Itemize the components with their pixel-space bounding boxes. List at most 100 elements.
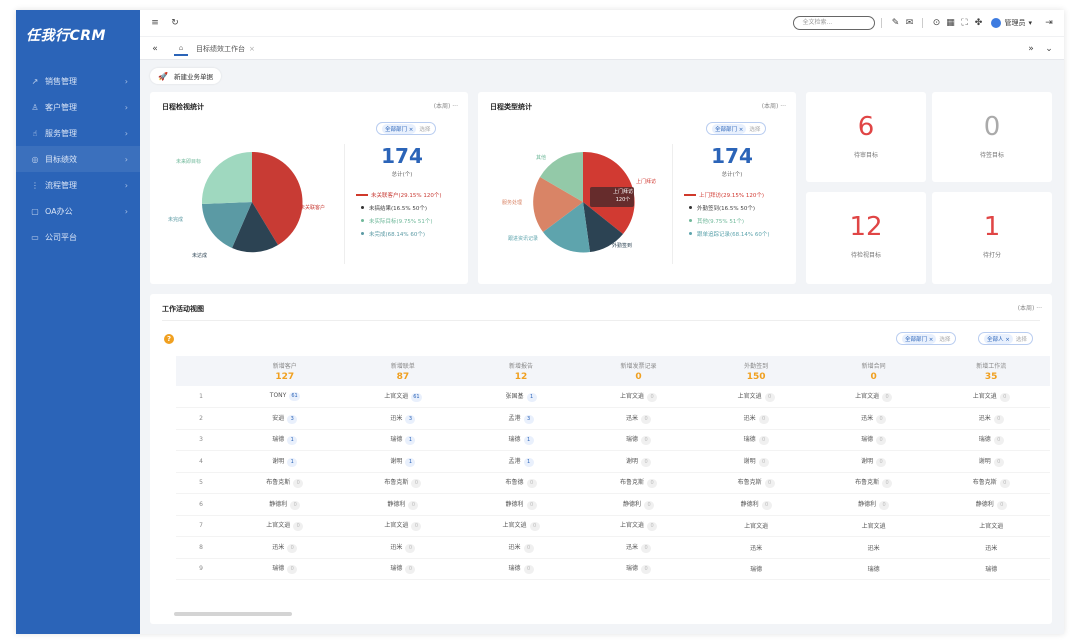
table-cell[interactable]: 上官文逍 0 bbox=[343, 515, 463, 537]
sidebar-item-oa[interactable]: ▢ OA办公 › bbox=[16, 198, 140, 224]
table-row[interactable]: 9 瑞德 0 瑞德 0 瑞德 0 瑞德 0 瑞德 瑞德 瑞德 bbox=[176, 558, 1050, 580]
legend-item[interactable]: 外勤签到(16.5% 50个) bbox=[684, 201, 770, 214]
stat-pending-sign[interactable]: 0 待签目标 bbox=[932, 92, 1052, 182]
filter-select[interactable]: 选择 bbox=[1015, 336, 1027, 343]
table-cell[interactable]: 上官文逍 0 bbox=[932, 386, 1050, 408]
sidebar-item-platform[interactable]: ▭ 公司平台 bbox=[16, 224, 140, 250]
skin-icon[interactable]: ✤ bbox=[974, 18, 983, 28]
table-cell[interactable]: 瑞德 bbox=[932, 558, 1050, 580]
table-cell[interactable]: 静德利 0 bbox=[579, 493, 698, 516]
table-cell[interactable]: 上官文逍 0 bbox=[579, 386, 698, 408]
table-cell[interactable]: 谢明 0 bbox=[579, 450, 698, 473]
table-cell[interactable]: 迅米 0 bbox=[579, 536, 698, 559]
table-cell[interactable]: 静德利 0 bbox=[932, 493, 1050, 516]
table-cell[interactable]: 迅米 0 bbox=[579, 407, 698, 430]
department-filter[interactable]: 全部部门 × 选择 bbox=[376, 122, 437, 135]
table-cell[interactable]: 瑞德 0 bbox=[226, 558, 344, 580]
table-cell[interactable]: 布鲁克斯 0 bbox=[932, 472, 1050, 494]
table-cell[interactable]: 瑞德 0 bbox=[697, 429, 815, 451]
stat-pending-score[interactable]: 1 待打分 bbox=[932, 192, 1052, 284]
department-filter[interactable]: 全部部门 × 选择 bbox=[896, 332, 957, 345]
table-row[interactable]: 5 布鲁克斯 0 布鲁克斯 0 布鲁德 0 布鲁克斯 0 布鲁克斯 0 布鲁克斯 0 布鲁克斯 0 bbox=[176, 472, 1050, 494]
pie-slice-unachieved[interactable] bbox=[232, 202, 278, 253]
pie-slice-unlinked[interactable] bbox=[252, 151, 303, 245]
column-header[interactable]: 新增发票记录 0 bbox=[579, 356, 698, 386]
logout-icon[interactable]: ⇥ bbox=[1045, 18, 1053, 28]
column-header[interactable]: 新增工作流 35 bbox=[932, 356, 1050, 386]
sidebar-item-customers[interactable]: ♙ 客户管理 › bbox=[16, 94, 140, 120]
table-cell[interactable]: 迅米 bbox=[697, 536, 815, 559]
pie-slice-other[interactable] bbox=[540, 152, 583, 202]
search-input[interactable]: 全文检索... bbox=[793, 16, 876, 30]
table-cell[interactable]: 布鲁克斯 0 bbox=[814, 472, 933, 494]
table-cell[interactable]: 瑞德 1 bbox=[462, 429, 580, 451]
table-cell[interactable]: 上官文逍 0 bbox=[462, 515, 580, 537]
table-cell[interactable]: 上官文逍 bbox=[814, 515, 933, 537]
user-menu[interactable]: 管理员 ▾ bbox=[991, 18, 1032, 28]
filter-chip[interactable]: 全部部门 × bbox=[902, 333, 937, 344]
refresh-icon[interactable]: ↻ bbox=[171, 18, 179, 28]
table-cell[interactable]: 上官文逍 0 bbox=[579, 515, 698, 537]
table-cell[interactable]: 瑞德 0 bbox=[462, 558, 580, 580]
legend-item[interactable]: 未实际目标(9.75% 51个) bbox=[356, 214, 442, 227]
table-cell[interactable]: 布鲁克斯 0 bbox=[579, 472, 698, 494]
table-row[interactable]: 8 迅米 0 迅米 0 迅米 0 迅米 0 迅米 迅米 迅米 bbox=[176, 536, 1050, 559]
table-row[interactable]: 7 上官文逍 0 上官文逍 0 上官文逍 0 上官文逍 0 上官文逍 上官文逍 上官文逍 bbox=[176, 515, 1050, 537]
column-header[interactable]: 新增联单 87 bbox=[343, 356, 463, 386]
table-cell[interactable]: 迅米 bbox=[814, 536, 933, 559]
table-cell[interactable]: 谢明 0 bbox=[814, 450, 933, 473]
filter-chip[interactable]: 全部部门 × bbox=[712, 123, 747, 134]
table-cell[interactable]: 瑞德 1 bbox=[226, 429, 344, 451]
table-cell[interactable]: 静德利 0 bbox=[462, 493, 580, 516]
table-row[interactable]: 1 TONY 61 上官文逍 61 张国基 1 上官文逍 0 上官文逍 0 上官文逍 0 上官文逍 0 bbox=[176, 386, 1050, 408]
table-cell[interactable]: 静德利 0 bbox=[697, 493, 815, 516]
legend-item[interactable]: 未完成(68.14% 60个) bbox=[356, 227, 442, 240]
filter-select[interactable]: 选择 bbox=[749, 126, 761, 133]
tab-goal-workbench[interactable]: ⌂ 目标绩效工作台 × bbox=[174, 42, 255, 56]
table-cell[interactable]: 布鲁德 0 bbox=[462, 472, 580, 494]
table-cell[interactable]: 迅米 0 bbox=[697, 407, 815, 430]
tab-close-icon[interactable]: × bbox=[249, 44, 255, 53]
table-cell[interactable]: 张国基 1 bbox=[462, 386, 580, 408]
table-cell[interactable]: 孟港 1 bbox=[462, 450, 580, 473]
pie-slice-followup[interactable] bbox=[543, 202, 590, 253]
table-cell[interactable]: 布鲁克斯 0 bbox=[226, 472, 344, 494]
table-cell[interactable]: 上官文逍 0 bbox=[226, 515, 344, 537]
person-filter[interactable]: 全部人 × 选择 bbox=[978, 332, 1033, 345]
help-icon[interactable]: ? bbox=[164, 334, 174, 344]
sidebar-item-service[interactable]: ☝ 服务管理 › bbox=[16, 120, 140, 146]
table-cell[interactable]: 谢明 0 bbox=[697, 450, 815, 473]
card-range-menu[interactable]: (本周) ··· bbox=[433, 103, 458, 110]
table-cell[interactable]: 静德利 0 bbox=[226, 493, 344, 516]
fullscreen-icon[interactable]: ⛶ bbox=[961, 18, 968, 28]
legend-item[interactable]: 其他(9.75% 51个) bbox=[684, 214, 770, 227]
table-cell[interactable]: 谢明 1 bbox=[343, 450, 463, 473]
table-row[interactable]: 2 安逍 3 迅米 3 孟港 3 迅米 0 迅米 0 迅米 0 迅米 0 bbox=[176, 407, 1050, 430]
table-cell[interactable]: 布鲁克斯 0 bbox=[343, 472, 463, 494]
sidebar-item-goals[interactable]: ◎ 目标绩效 › bbox=[16, 146, 140, 172]
filter-select[interactable]: 选择 bbox=[419, 126, 431, 133]
table-cell[interactable]: 迅米 0 bbox=[343, 536, 463, 559]
table-cell[interactable]: 上官文逍 0 bbox=[814, 386, 933, 408]
table-cell[interactable]: 迅米 0 bbox=[462, 536, 580, 559]
pie-slice-incomplete[interactable] bbox=[202, 202, 252, 248]
column-header[interactable]: 新增合同 0 bbox=[814, 356, 933, 386]
horizontal-scrollbar[interactable] bbox=[174, 612, 292, 616]
table-cell[interactable]: 迅米 bbox=[932, 536, 1050, 559]
table-row[interactable]: 3 瑞德 1 瑞德 1 瑞德 1 瑞德 0 瑞德 0 瑞德 0 瑞德 0 bbox=[176, 429, 1050, 451]
table-cell[interactable]: 迅米 0 bbox=[932, 407, 1050, 430]
table-cell[interactable]: TONY 61 bbox=[226, 386, 344, 408]
table-cell[interactable]: 瑞德 0 bbox=[579, 429, 698, 451]
table-cell[interactable]: 上官文逍 0 bbox=[697, 386, 815, 408]
legend-item[interactable]: 上门拜访(29.15% 120个) bbox=[684, 188, 770, 201]
stat-pending-review[interactable]: 6 待审目标 bbox=[806, 92, 926, 182]
new-document-button[interactable]: 🚀 新建业务单据 bbox=[150, 68, 221, 84]
double-right-icon[interactable]: » bbox=[1028, 43, 1034, 54]
double-left-icon[interactable]: « bbox=[152, 43, 158, 54]
table-cell[interactable]: 上官文逍 61 bbox=[343, 386, 463, 408]
apps-icon[interactable]: ▦ bbox=[946, 18, 955, 28]
table-cell[interactable]: 上官文逍 bbox=[697, 515, 815, 537]
pie-slice-service[interactable] bbox=[533, 177, 583, 232]
table-cell[interactable]: 谢明 0 bbox=[932, 450, 1050, 473]
settings-icon[interactable]: ⊙ bbox=[932, 18, 941, 28]
